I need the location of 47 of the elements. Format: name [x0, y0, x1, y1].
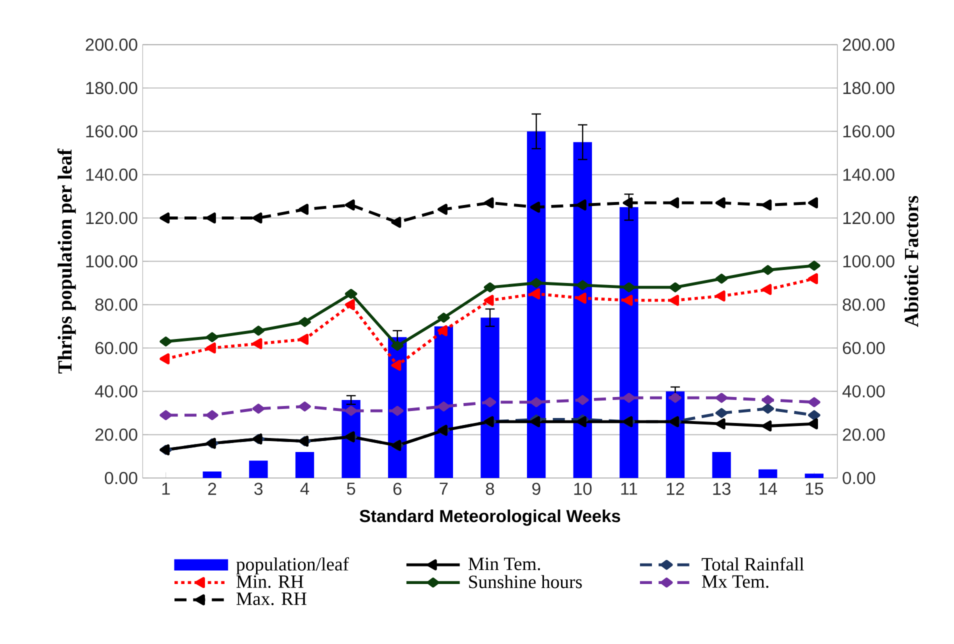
x-tick-label: 13	[713, 482, 730, 495]
x-tick-label: 9	[532, 482, 540, 495]
x-tick-label: 14	[760, 482, 778, 495]
x-tick-label: 2	[208, 482, 216, 495]
y-tick-label: 0.00	[104, 472, 138, 484]
x-tick-label: 3	[254, 482, 263, 495]
legend-label: Min. RH	[236, 575, 304, 588]
x-tick-label: 4	[300, 482, 310, 495]
y2-tick-label: 100.00	[843, 255, 894, 268]
legend-label: population/leaf	[236, 557, 349, 574]
y2-tick-label: 20.00	[842, 428, 885, 441]
y2-tick-label: 40.00	[842, 385, 885, 398]
y-tick-label: 200.00	[86, 38, 138, 51]
y2-tick-label: 120.00	[843, 212, 894, 224]
y2-tick-label: 160.00	[843, 125, 894, 138]
y-tick-label: 180.00	[86, 82, 138, 94]
y-tick-label: 100.00	[86, 255, 138, 268]
y-tick-label: 140.00	[86, 168, 138, 181]
y2-tick-label: 0.00	[842, 472, 876, 484]
y2-tick-label: 180.00	[843, 82, 894, 94]
x-tick-label: 7	[440, 482, 448, 495]
legend-label: Mx Tem.	[702, 575, 768, 588]
y2-tick-label: 140.00	[843, 168, 894, 181]
y-tick-label: 120.00	[86, 212, 138, 224]
legend-label: Sunshine hours	[469, 575, 582, 588]
x-tick-label: 5	[346, 482, 356, 495]
y2-tick-label: 200.00	[842, 38, 894, 51]
y-tick-label: 40.00	[94, 385, 138, 398]
x-axis-title: Standard Meteorological Weeks	[360, 509, 620, 526]
y-axis-title: Thrips population per leaf	[57, 148, 76, 374]
x-tick-label: 15	[806, 482, 824, 495]
y-tick-label: 160.00	[86, 125, 138, 138]
x-tick-label: 1	[162, 482, 170, 495]
y2-tick-label: 80.00	[842, 298, 885, 311]
x-tick-label: 6	[393, 482, 402, 495]
y-tick-label: 80.00	[95, 298, 138, 311]
x-tick-label: 12	[666, 482, 684, 495]
x-tick-label: 11	[621, 482, 638, 495]
x-tick-label: 10	[574, 482, 592, 495]
y-tick-label: 20.00	[95, 428, 138, 441]
y2-axis-title: Abiotic Factors	[904, 196, 918, 327]
x-tick-label: 8	[486, 482, 494, 495]
y-tick-label: 60.00	[95, 342, 138, 354]
legend-label: Min Tem.	[468, 558, 540, 570]
y2-tick-label: 60.00	[842, 342, 885, 354]
legend-label: Max. RH	[236, 592, 306, 606]
legend-label: Total Rainfall	[702, 557, 804, 571]
